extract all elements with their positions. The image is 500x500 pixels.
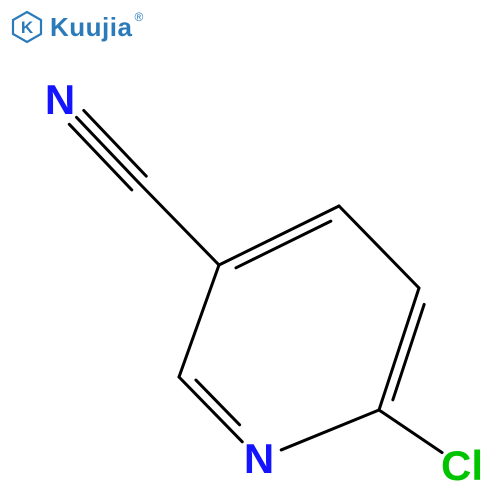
structure-bonds bbox=[0, 0, 500, 500]
canvas: K Kuujia ® NNCl bbox=[0, 0, 500, 500]
atom-Cl: Cl bbox=[441, 445, 483, 487]
atom-N_ring: N bbox=[244, 438, 274, 480]
atom-N_nitrile: N bbox=[45, 79, 75, 121]
